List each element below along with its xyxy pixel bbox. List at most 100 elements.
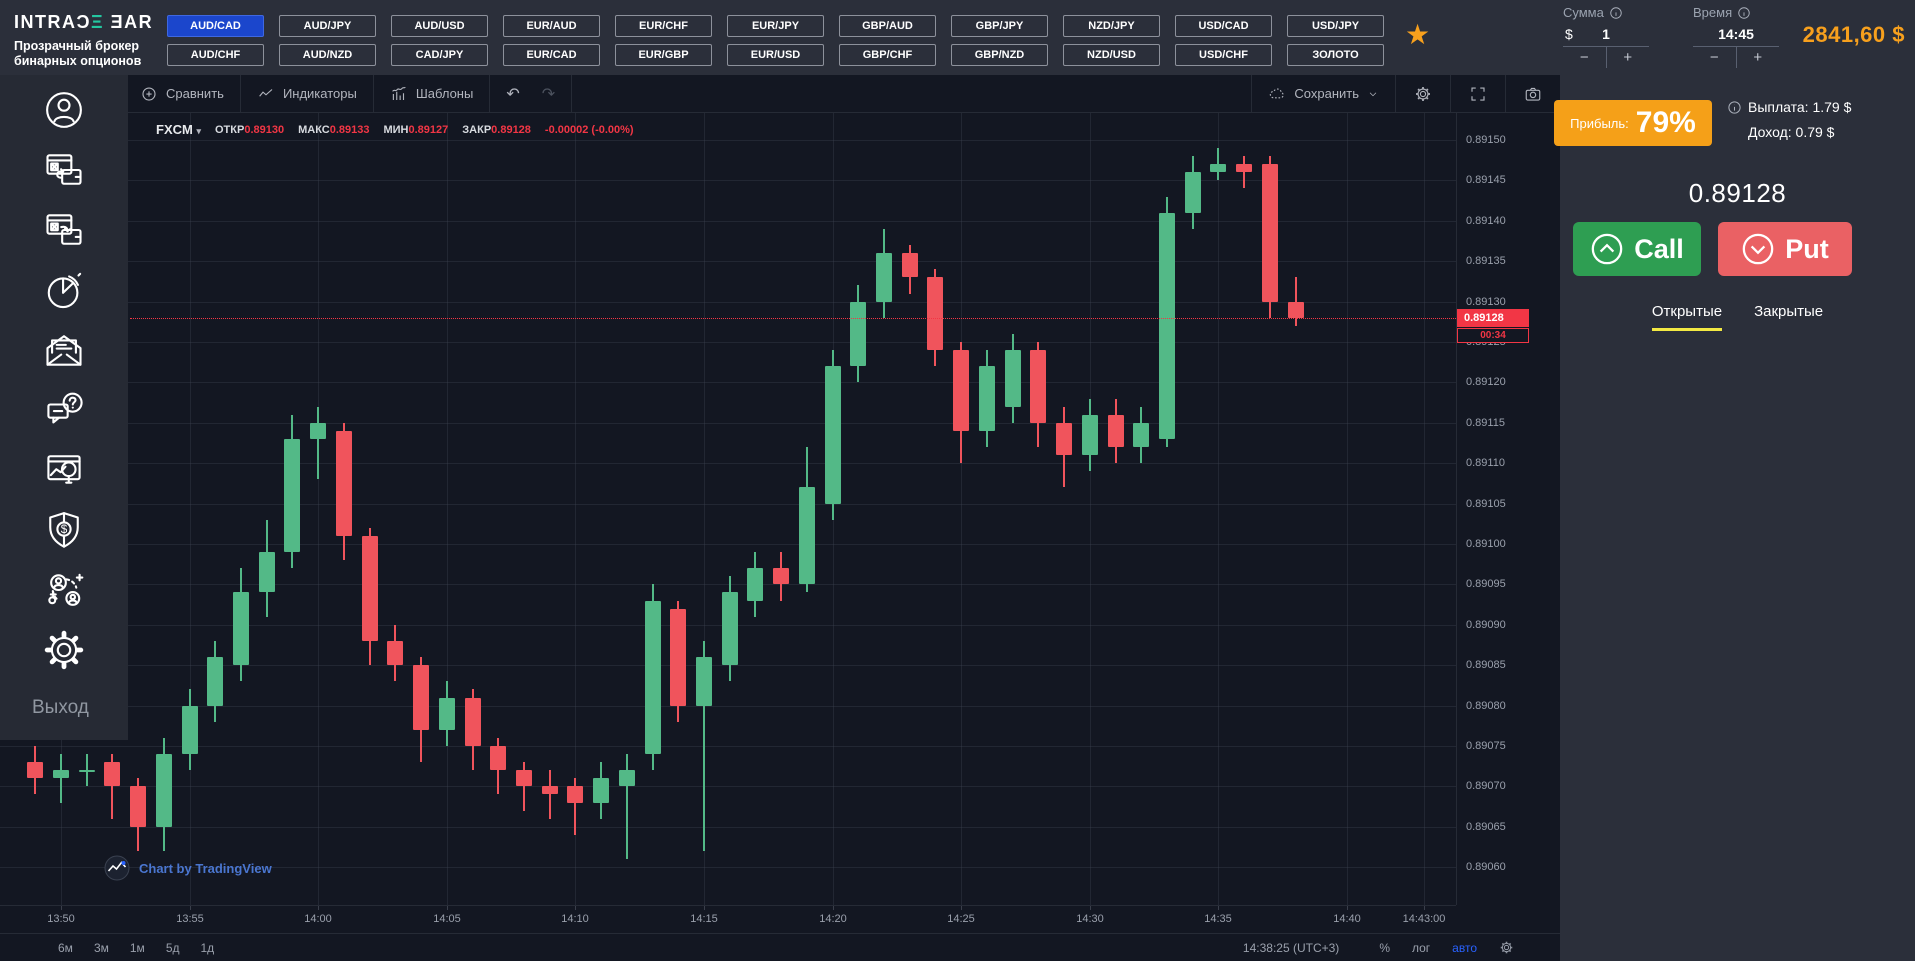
pair-button-GBP-JPY[interactable]: GBP/JPY	[951, 15, 1048, 37]
pair-button-NZD-JPY[interactable]: NZD/JPY	[1063, 15, 1160, 37]
time-axis-label: 14:40	[1333, 913, 1361, 925]
templates-button[interactable]: Шаблоны	[374, 75, 491, 112]
pair-button-USD-CAD[interactable]: USD/CAD	[1175, 15, 1272, 37]
brand-name: INTRAƆΞ ƎAR	[14, 12, 154, 32]
sidebar-item-profile[interactable]	[39, 85, 89, 135]
grid-line	[0, 342, 1456, 343]
pair-button-USD-CHF[interactable]: USD/CHF	[1175, 44, 1272, 66]
grid-line	[0, 140, 1456, 141]
chart-settings-button[interactable]	[1396, 75, 1451, 112]
time-axis[interactable]: 13:50 13:55 14:00 14:05 14:10 14:15 14:20 14:25…	[0, 905, 1456, 933]
grid-line	[0, 180, 1456, 182]
tab-open-orders[interactable]: Открытые	[1651, 303, 1723, 331]
auto-scale-button[interactable]: авто	[1452, 940, 1477, 955]
pair-button-EUR-JPY[interactable]: EUR/JPY	[727, 15, 824, 37]
pair-button-AUD-USD[interactable]: AUD/USD	[391, 15, 488, 37]
fullscreen-button[interactable]	[1451, 75, 1506, 112]
amount-minus-button[interactable]: −	[1563, 47, 1607, 68]
save-label: Сохранить	[1294, 86, 1359, 101]
interval-button-6м[interactable]: 6м	[58, 940, 73, 955]
call-button[interactable]: Call	[1573, 222, 1701, 276]
account-balance[interactable]: 2841,60 $	[1802, 22, 1905, 47]
sidebar-item-settings[interactable]	[39, 625, 89, 675]
pair-button-AUD-CHF[interactable]: AUD/CHF	[167, 44, 264, 66]
pair-button-EUR-USD[interactable]: EUR/USD	[727, 44, 824, 66]
time-axis-tick	[1090, 906, 1091, 910]
pair-button-AUD-JPY[interactable]: AUD/JPY	[279, 15, 376, 37]
brand-logo[interactable]: INTRAƆΞ ƎAR Прозрачный брокер бинарных оп…	[14, 12, 164, 69]
candle	[1004, 350, 1021, 407]
percent-scale-button[interactable]: %	[1379, 940, 1390, 955]
pair-button-EUR-CHF[interactable]: EUR/CHF	[615, 15, 712, 37]
price-axis-label: 0.89135	[1466, 255, 1506, 268]
tab-closed-orders[interactable]: Закрытые	[1754, 303, 1824, 320]
put-button[interactable]: Put	[1718, 222, 1852, 276]
favorite-star-icon[interactable]: ★	[1405, 19, 1431, 50]
grid-line	[0, 665, 1456, 667]
pair-button-EUR-CAD[interactable]: EUR/CAD	[503, 44, 600, 66]
time-minus-button[interactable]: −	[1693, 47, 1737, 68]
time-value[interactable]: 14:45	[1718, 26, 1754, 42]
pair-button-GBP-CHF[interactable]: GBP/CHF	[839, 44, 936, 66]
time-info-icon[interactable]	[1737, 6, 1751, 20]
time-axis-label: 14:00	[304, 913, 332, 925]
symbol-dropdown[interactable]: FXCM ▾	[156, 122, 201, 137]
compare-button[interactable]: Сравнить	[0, 75, 241, 112]
amount-plus-button[interactable]: +	[1623, 49, 1633, 66]
tradingview-attribution[interactable]: Chart by TradingView	[104, 855, 272, 881]
price-axis-label: 0.89090	[1466, 618, 1506, 631]
time-label: Время	[1693, 5, 1733, 20]
candle	[953, 350, 970, 431]
sidebar-item-safety[interactable]	[39, 505, 89, 555]
candle-wick	[60, 754, 62, 803]
pair-button-GBP-AUD[interactable]: GBP/AUD	[839, 15, 936, 37]
legend-open: ОТКР0.89130	[215, 123, 285, 136]
pair-button-USD-JPY[interactable]: USD/JPY	[1287, 15, 1384, 37]
pair-button-EUR-AUD[interactable]: EUR/AUD	[503, 15, 600, 37]
pair-button-NZD-USD[interactable]: NZD/USD	[1063, 44, 1160, 66]
sidebar-item-support[interactable]	[39, 385, 89, 435]
amount-value[interactable]: 1	[1602, 26, 1610, 42]
snapshot-button[interactable]	[1506, 75, 1560, 112]
price-axis[interactable]: 0.89150 0.89145 0.89140 0.89135 0.89130 0.891…	[1456, 113, 1560, 905]
interval-button-1д[interactable]: 1д	[200, 940, 215, 955]
pair-button-AUD-NZD[interactable]: AUD/NZD	[279, 44, 376, 66]
interval-button-5д[interactable]: 5д	[165, 940, 180, 955]
camera-icon	[1524, 85, 1542, 103]
tradingview-logo-icon	[104, 855, 130, 881]
indicators-button[interactable]: Индикаторы	[241, 75, 374, 112]
time-axis-label: 14:20	[819, 913, 847, 925]
pair-button-EUR-GBP[interactable]: EUR/GBP	[615, 44, 712, 66]
pair-button-ЗОЛОТО[interactable]: ЗОЛОТО	[1287, 44, 1384, 66]
info-icon[interactable]	[1727, 100, 1742, 115]
log-scale-button[interactable]: лог	[1411, 940, 1431, 955]
sidebar-item-statistics[interactable]	[39, 265, 89, 315]
time-axis-tick	[1424, 906, 1425, 910]
pair-button-AUD-CAD[interactable]: AUD/CAD	[167, 15, 264, 37]
pair-button-GBP-NZD[interactable]: GBP/NZD	[951, 44, 1048, 66]
sidebar-item-deposit[interactable]	[39, 145, 89, 195]
time-axis-label: 14:15	[690, 913, 718, 925]
sidebar-item-referral[interactable]	[39, 565, 89, 615]
redo-button[interactable]: ↷	[541, 85, 556, 103]
candlestick-plot[interactable]: FXCM ▾ ОТКР0.89130 МАКС0.89133 МИН0.8912…	[0, 113, 1456, 905]
save-button[interactable]: Сохранить	[1252, 75, 1396, 112]
undo-button[interactable]: ↶	[506, 85, 520, 103]
logout-button[interactable]: Выход	[32, 697, 89, 718]
candle	[181, 705, 198, 755]
amount-info-icon[interactable]	[1609, 6, 1623, 20]
axis-settings-gear-icon[interactable]	[1499, 940, 1514, 955]
interval-button-1м[interactable]: 1м	[129, 940, 145, 955]
pair-button-CAD-JPY[interactable]: CAD/JPY	[391, 44, 488, 66]
candle	[978, 366, 995, 431]
interval-button-3м[interactable]: 3м	[93, 940, 109, 955]
gear-icon	[1414, 85, 1432, 103]
sidebar-item-withdraw[interactable]	[39, 205, 89, 255]
time-plus-button[interactable]: +	[1753, 49, 1763, 66]
price-axis-label: 0.89140	[1466, 214, 1506, 227]
sidebar-item-mail[interactable]	[39, 325, 89, 375]
top-bar: INTRAƆΞ ƎAR Прозрачный брокер бинарных оп…	[0, 0, 1915, 75]
clock-label[interactable]: 14:38:25 (UTC+3)	[1242, 940, 1340, 955]
amount-currency: $	[1565, 26, 1573, 42]
sidebar-item-analytics[interactable]	[39, 445, 89, 495]
